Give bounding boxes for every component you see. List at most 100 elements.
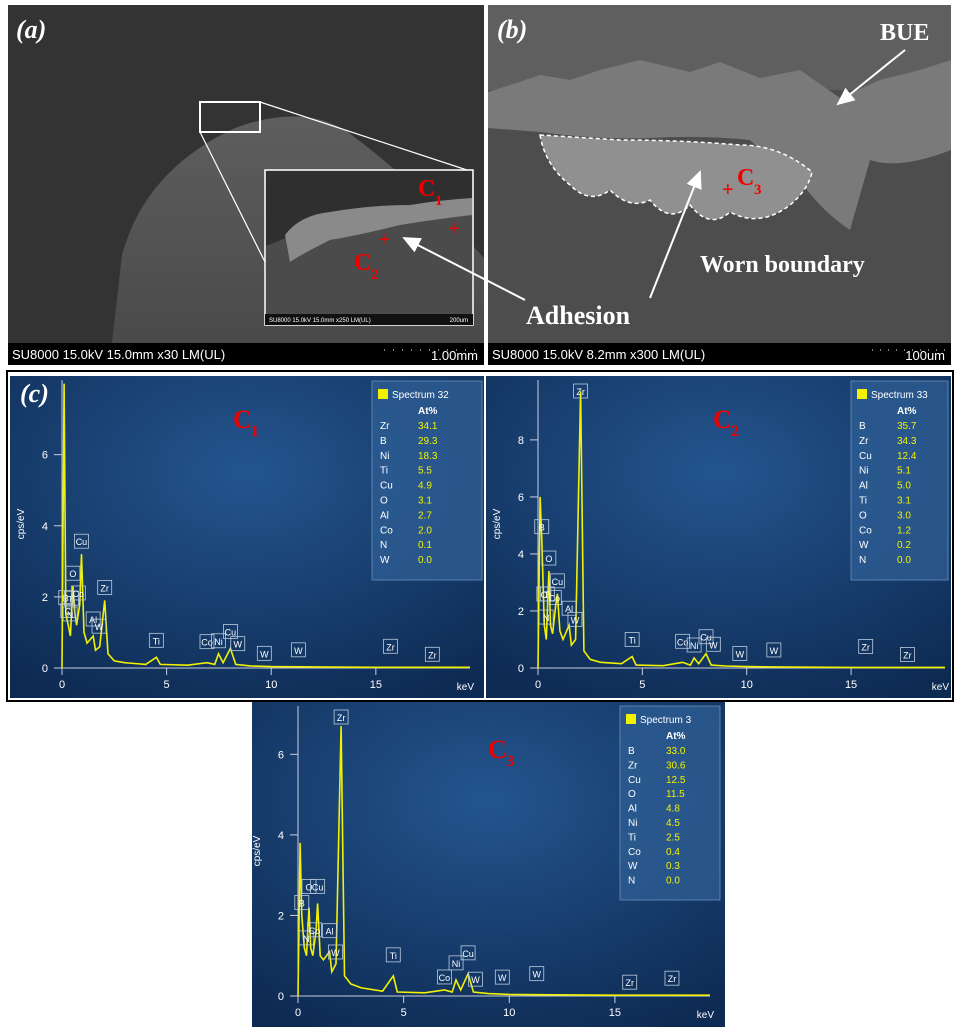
peak-label: W xyxy=(571,615,580,625)
peak-label: O xyxy=(69,569,76,579)
peak-label: Ni xyxy=(690,641,699,651)
legend-element: Al xyxy=(380,510,389,521)
peak-label: Ni xyxy=(214,637,223,647)
x-tick-label: 15 xyxy=(370,679,382,691)
sem-image-a: SU8000 15.0kV 15.0mm x250 LM(UL) 200um S… xyxy=(8,5,484,365)
sem-scale: 1.00mm xyxy=(431,348,478,363)
legend-title: Spectrum 3 xyxy=(640,715,692,726)
legend-element: W xyxy=(380,555,390,566)
peak-label: B xyxy=(299,898,305,908)
peak-label: W xyxy=(498,973,507,983)
peak-label: W xyxy=(709,640,718,650)
legend-value: 0.4 xyxy=(666,847,680,858)
legend-column: At% xyxy=(666,731,686,742)
peak-label: B xyxy=(539,523,545,533)
peak-label: Co xyxy=(439,973,451,983)
legend-value: 0.0 xyxy=(666,876,680,887)
legend-value: 0.3 xyxy=(666,861,680,872)
peak-label: Al xyxy=(325,927,333,937)
legend-value: 2.5 xyxy=(666,832,680,843)
x-axis-label: keV xyxy=(457,682,475,693)
legend-value: 5.1 xyxy=(897,466,911,477)
legend-element: Ni xyxy=(859,466,868,477)
inset-scale: 200um xyxy=(450,318,468,324)
legend-element: Zr xyxy=(859,436,869,447)
point-label: C xyxy=(418,176,435,202)
legend-element: Cu xyxy=(380,481,393,492)
legend-value: 29.3 xyxy=(418,436,438,447)
peak-label: Cu xyxy=(76,537,88,547)
legend-value: 33.0 xyxy=(666,746,686,757)
legend-column: At% xyxy=(418,406,438,417)
legend-value: 3.1 xyxy=(897,496,911,507)
x-tick-label: 5 xyxy=(164,679,170,691)
legend-element: Ti xyxy=(859,496,867,507)
legend-element: Co xyxy=(380,525,393,536)
peak-label: W xyxy=(294,646,303,656)
peak-label: Zr xyxy=(903,650,912,660)
x-axis-label: keV xyxy=(932,682,950,693)
y-axis-label: cps/eV xyxy=(16,508,27,539)
y-tick-label: 4 xyxy=(278,830,284,842)
peak-label: Zr xyxy=(386,642,395,652)
peak-label: N xyxy=(543,613,550,623)
legend-value: 0.0 xyxy=(897,555,911,566)
y-tick-label: 8 xyxy=(518,435,524,447)
y-tick-label: 4 xyxy=(518,549,524,561)
y-tick-label: 0 xyxy=(278,991,284,1003)
spectrum-name-sub: 1 xyxy=(251,423,259,440)
cross: + xyxy=(378,229,390,251)
peak-label: W xyxy=(260,649,269,659)
y-tick-label: 6 xyxy=(518,492,524,504)
sem-info: SU8000 15.0kV 15.0mm x30 LM(UL) xyxy=(12,347,225,362)
legend-value: 1.2 xyxy=(897,525,911,536)
legend-swatch xyxy=(626,714,636,724)
legend-element: N xyxy=(628,876,635,887)
legend-value: 5.0 xyxy=(897,481,911,492)
peak-label: W xyxy=(736,649,745,659)
x-tick-label: 15 xyxy=(845,679,857,691)
spectrum-name: C xyxy=(488,735,507,764)
peak-label: Co xyxy=(73,589,85,599)
peak-label: Co xyxy=(677,637,689,647)
legend-element: Co xyxy=(628,847,641,858)
legend-element: Al xyxy=(859,481,868,492)
legend-value: 18.3 xyxy=(418,451,438,462)
peak-label: Zr xyxy=(428,650,437,660)
sem-scale: 100um xyxy=(905,348,945,363)
y-axis-label: cps/eV xyxy=(492,508,503,539)
peak-label: N xyxy=(67,610,74,620)
peak-label: Zr xyxy=(625,978,634,988)
x-tick-label: 10 xyxy=(503,1007,515,1019)
peak-label: Ti xyxy=(390,951,397,961)
x-axis-label: keV xyxy=(697,1010,715,1021)
point-sub: 2 xyxy=(371,267,379,283)
point-label: C xyxy=(354,250,371,276)
legend-element: Cu xyxy=(628,775,641,786)
y-tick-label: 0 xyxy=(518,663,524,675)
legend-value: 2.0 xyxy=(418,525,432,536)
spectrum-name: C xyxy=(713,405,732,434)
x-tick-label: 5 xyxy=(639,679,645,691)
panel-label: (a) xyxy=(16,15,46,44)
annotation: Adhesion xyxy=(526,301,631,330)
peak-label: Co xyxy=(201,638,213,648)
legend-value: 4.9 xyxy=(418,481,432,492)
y-tick-label: 4 xyxy=(42,521,48,533)
peak-label: Cu xyxy=(312,882,324,892)
legend-title: Spectrum 32 xyxy=(392,390,449,401)
sem-info: SU8000 15.0kV 8.2mm x300 LM(UL) xyxy=(492,347,705,362)
peak-label: Ti xyxy=(629,636,636,646)
y-tick-label: 0 xyxy=(42,663,48,675)
spectrum-name: C xyxy=(233,405,252,434)
legend-element: O xyxy=(628,789,636,800)
peak-label: Zr xyxy=(337,713,346,723)
legend-element: N xyxy=(859,555,866,566)
legend-value: 12.4 xyxy=(897,451,917,462)
legend-element: N xyxy=(380,540,387,551)
peak-label: W xyxy=(331,948,340,958)
peak-label: Ni xyxy=(452,959,461,969)
x-tick-label: 15 xyxy=(609,1007,621,1019)
legend-element: Ni xyxy=(380,451,389,462)
annotation: Worn boundary xyxy=(700,252,865,278)
